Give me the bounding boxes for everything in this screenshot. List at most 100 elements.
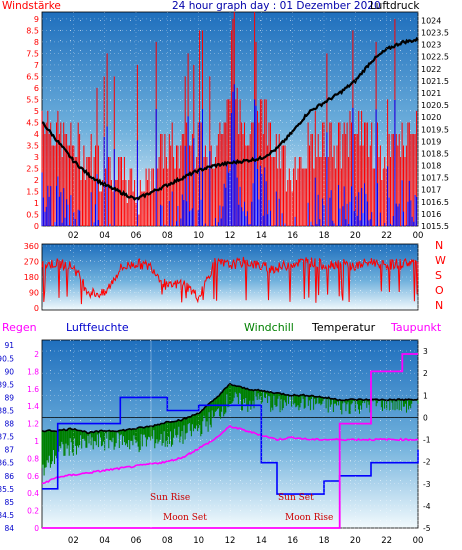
x-tick-label: 06 — [131, 231, 142, 241]
rain-tick-label: 0.4 — [27, 489, 39, 498]
pressure-tick-label: 1017.5 — [421, 174, 449, 183]
pressure-tick-label: 1020 — [421, 113, 441, 122]
humidity-tick-label: 90.5 — [0, 354, 14, 363]
pressure-tick-label: 1020.5 — [421, 101, 449, 110]
wind-tick-label: 5.5 — [26, 95, 39, 104]
direction-tick-label: 180 — [24, 273, 39, 282]
legend-temperatur: Temperatur — [311, 321, 376, 334]
rain-tick-label: 0.6 — [27, 472, 39, 481]
rain-tick-label: 1 — [34, 437, 39, 446]
x-tick-label: 20 — [350, 536, 361, 546]
pressure-tick-label: 1016 — [421, 210, 441, 219]
wind-tick-label: 9 — [34, 15, 39, 24]
pressure-tick-label: 1023 — [421, 41, 441, 50]
x-tick-label: 04 — [99, 536, 110, 546]
humidity-line — [42, 396, 419, 495]
pressure-tick-label: 1022 — [421, 65, 441, 74]
x-tick-label: 14 — [256, 231, 267, 241]
humidity-tick-label: 91 — [4, 341, 14, 350]
wind-tick-label: 0.5 — [26, 210, 39, 219]
pressure-tick-label: 1019 — [421, 137, 441, 146]
x-tick-label: 08 — [162, 231, 173, 241]
pressure-tick-label: 1018.5 — [421, 149, 449, 158]
wind-tick-label: 8 — [34, 38, 39, 47]
x-tick-label: 10 — [193, 536, 204, 546]
rain-tick-label: 0 — [34, 524, 39, 533]
x-tick-label: 06 — [131, 536, 142, 546]
pressure-tick-label: 1015.5 — [421, 222, 449, 231]
humidity-tick-label: 87 — [4, 446, 14, 455]
wind-tick-label: 5 — [34, 107, 39, 116]
x-tick-label: 14 — [256, 536, 267, 546]
legend-regen: Regen — [2, 321, 37, 334]
humidity-tick-label: 86.5 — [0, 459, 14, 468]
direction-tick-label: 90 — [29, 289, 39, 298]
chart-title: 24 hour graph day : 01 Dezember 2020 — [172, 0, 381, 12]
rain-tick-label: 1.4 — [27, 402, 39, 411]
event-sun-set: Sun Set — [278, 493, 314, 503]
x-tick-label: 18 — [319, 231, 330, 241]
pressure-tick-label: 1024 — [421, 16, 441, 25]
wind-tick-label: 2 — [34, 176, 39, 185]
wind-tick-label: 3 — [34, 153, 39, 162]
temperature-tick-label: 0 — [423, 413, 428, 422]
x-tick-label: 08 — [162, 536, 173, 546]
rain-tick-label: 2 — [34, 350, 39, 359]
header-right-label: Luftdruck — [370, 0, 420, 12]
x-tick-label: 00 — [413, 231, 424, 241]
humidity-tick-label: 89.5 — [0, 380, 14, 389]
rain-tick-label: 0.8 — [27, 454, 39, 463]
x-tick-label: 22 — [381, 536, 392, 546]
direction-letter: O — [435, 284, 444, 297]
humidity-tick-label: 84 — [4, 524, 14, 533]
temperature-tick-label: -5 — [423, 524, 431, 533]
temperature-tick-label: 2 — [423, 369, 428, 378]
event-sun-rise: Sun Rise — [150, 493, 190, 503]
humidity-tick-label: 86 — [4, 472, 14, 481]
pressure-tick-label: 1017 — [421, 186, 441, 195]
rain-tick-label: 1.2 — [27, 420, 39, 429]
pressure-tick-label: 1021 — [421, 89, 441, 98]
wind-tick-label: 6 — [34, 84, 39, 93]
legend-luftfeuchte: Luftfeuchte — [66, 321, 129, 334]
humidity-tick-label: 90 — [4, 367, 14, 376]
x-tick-label: 10 — [193, 231, 204, 241]
wind-tick-label: 4 — [34, 130, 39, 139]
pressure-tick-label: 1022.5 — [421, 53, 449, 62]
x-tick-label: 00 — [413, 536, 424, 546]
x-tick-label: 18 — [319, 536, 330, 546]
pressure-tick-label: 1021.5 — [421, 77, 449, 86]
pressure-tick-label: 1018 — [421, 162, 441, 171]
x-tick-label: 16 — [287, 231, 298, 241]
x-tick-label: 20 — [350, 231, 361, 241]
humidity-tick-label: 84.5 — [0, 511, 14, 520]
pressure-tick-label: 1019.5 — [421, 125, 449, 134]
rain-tick-label: 1.8 — [27, 367, 39, 376]
wind-tick-label: 1 — [34, 199, 39, 208]
humidity-tick-label: 88.5 — [0, 407, 14, 416]
wind-tick-label: 8.5 — [26, 26, 39, 35]
pressure-tick-label: 1023.5 — [421, 29, 449, 38]
wind-tick-label: 3.5 — [26, 141, 39, 150]
x-tick-label: 22 — [381, 231, 392, 241]
wind-tick-label: 2.5 — [26, 164, 39, 173]
wind-tick-label: 7 — [34, 61, 39, 70]
event-moon-set: Moon Set — [163, 513, 207, 523]
humidity-tick-label: 85.5 — [0, 485, 14, 494]
x-tick-label: 12 — [225, 536, 236, 546]
direction-letter: W — [435, 254, 446, 267]
humidity-tick-label: 88 — [4, 420, 14, 429]
direction-tick-label: 270 — [24, 258, 39, 267]
temperature-line — [41, 382, 419, 435]
temperature-tick-label: 3 — [423, 347, 428, 356]
temperature-tick-label: -2 — [423, 458, 431, 467]
wind-tick-label: 1.5 — [26, 187, 39, 196]
legend-windchill: Windchill — [244, 321, 294, 334]
x-tick-label: 16 — [287, 536, 298, 546]
event-moon-rise: Moon Rise — [285, 513, 333, 523]
wind-tick-label: 7.5 — [26, 49, 39, 58]
rain-line — [42, 353, 418, 529]
pressure-tick-label: 1016.5 — [421, 198, 449, 207]
pressure-line — [41, 36, 419, 201]
